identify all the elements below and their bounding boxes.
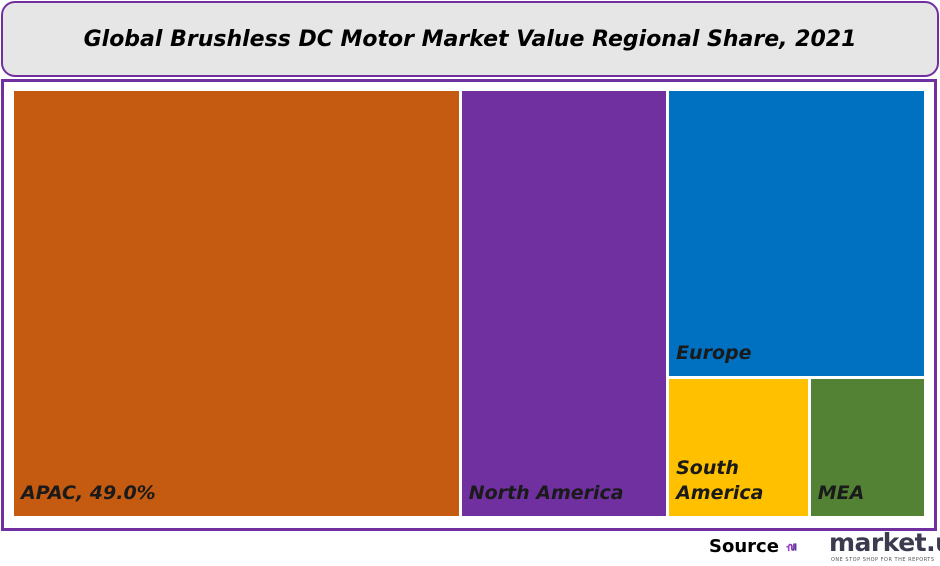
treemap-cell-europe: Europe — [669, 91, 924, 376]
treemap-label: Europe — [676, 342, 752, 365]
chart-title-box: Global Brushless DC Motor Market Value R… — [1, 1, 939, 77]
treemap-label: South America — [676, 456, 764, 505]
treemap-label: APAC, 49.0% — [21, 482, 156, 505]
market-us-logo-icon — [786, 543, 797, 552]
treemap-cell-apac: APAC, 49.0% — [14, 91, 459, 516]
treemap-cell-north-america: North America — [461, 91, 667, 516]
brand-tagline: ONE STOP SHOP FOR THE REPORTS — [831, 557, 935, 563]
treemap-label: North America — [468, 482, 624, 505]
source-label: Source — [709, 536, 779, 557]
treemap-label: MEA — [817, 482, 865, 505]
chart-title: Global Brushless DC Motor Market Value R… — [83, 26, 857, 52]
treemap-plot: APAC, 49.0% North America Europe South Amer… — [14, 91, 924, 516]
treemap-cell-mea: MEA — [810, 378, 924, 516]
brand-name: market.us — [829, 528, 940, 557]
treemap-cell-south-america: South America — [669, 378, 808, 516]
